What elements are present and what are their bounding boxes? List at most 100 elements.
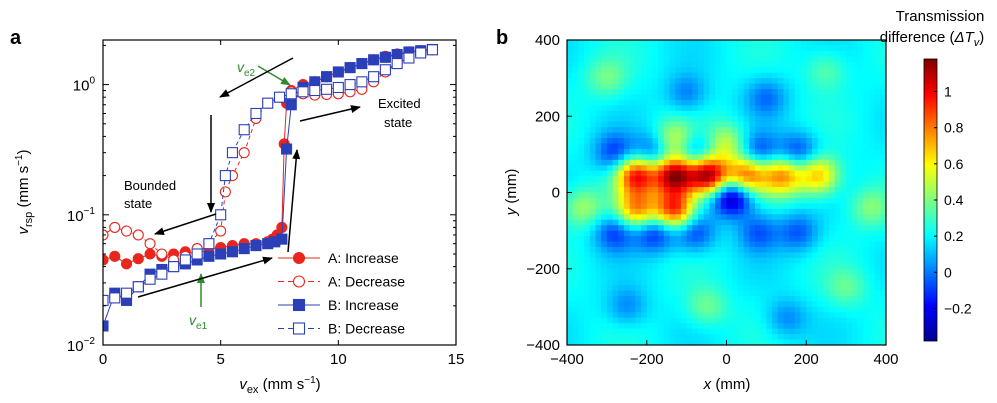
heatmap-cell [754,94,762,101]
heatmap-cell [715,323,722,330]
heatmap-cell [578,40,585,47]
heatmap-cell [612,268,619,275]
heatmap-cell [663,116,671,123]
heatmap-cell [840,241,847,248]
heatmap-cell [652,138,659,145]
heatmap-cell [863,219,870,226]
heatmap-cell [789,197,796,204]
heatmap-cell [618,181,625,188]
heatmap-cell [737,127,745,134]
heatmap-cell [646,94,654,101]
plot-b-xtick-label: 400 [873,351,898,368]
heatmap-cell [641,339,648,345]
heatmap-cell [726,301,733,308]
heatmap-cell [737,56,745,63]
heatmap-cell [606,159,614,166]
heatmap-cell [880,176,886,183]
heatmap-cell [840,301,847,308]
heatmap-cell [675,241,682,248]
heatmap-cell [726,274,733,281]
heatmap-cell [641,40,648,47]
heatmap-cell [743,230,750,237]
heatmap-cell [692,323,699,330]
heatmap-cell [646,279,654,286]
heatmap-cell [760,181,767,188]
heatmap-cell [817,323,824,330]
heatmap-cell [703,225,711,232]
heatmap-cell [732,339,739,345]
heatmap-cell [669,274,676,281]
heatmap-cell [840,72,847,79]
heatmap-cell [692,268,699,275]
heatmap-cell [829,165,836,172]
heatmap-cell [783,246,790,254]
heatmap-cell [868,61,876,68]
heatmap-cell [743,159,750,166]
heatmap-cell [760,257,767,264]
heatmap-cell [732,306,739,313]
heatmap-cell [800,203,807,210]
heatmap-cell [732,219,739,226]
heatmap-cell [817,105,824,112]
data-point [332,81,344,94]
data-point [356,76,368,88]
heatmap-cell [789,132,796,139]
heatmap-cell [720,295,728,303]
heatmap-cell [840,187,847,194]
heatmap-cell [834,257,842,264]
heatmap-cell [794,165,802,172]
heatmap-cell [857,279,864,286]
heatmap-cell [595,94,602,101]
heatmap-cell [783,89,790,96]
heatmap-cell [720,323,728,330]
heatmap-cell [794,105,802,112]
heatmap-cell [846,317,853,324]
heatmap-cell [811,306,819,313]
heatmap-cell [754,50,762,57]
heatmap-cell [880,116,886,123]
heatmap-cell [698,121,705,128]
heatmap-cell [595,197,602,204]
heatmap-cell [743,99,750,106]
heatmap-cell [629,138,636,145]
heatmap-cell [635,50,642,57]
heatmap-cell [737,176,745,183]
heatmap-cell [612,334,619,341]
heatmap-cell [641,214,648,221]
heatmap-cell [766,197,773,204]
heatmap-cell [789,230,796,237]
heatmap-cell [686,132,693,139]
heatmap-cell [880,339,886,345]
plot-b-ylabel: y (mm) [503,169,520,217]
heatmap-cell [658,181,665,188]
heatmap-cell [589,334,597,341]
heatmap-cell [686,203,693,210]
heatmap-cell [698,306,705,313]
heatmap-cell [720,78,728,85]
heatmap-cell [572,334,579,341]
heatmap-cell [652,89,659,96]
heatmap-cell [629,295,636,303]
heatmap-cell [623,301,631,308]
heatmap-cell [783,40,790,47]
heatmap-cell [663,230,671,237]
heatmap-cell [692,138,699,145]
heatmap-cell [686,116,693,123]
heatmap-cell [629,323,636,330]
heatmap-cell [658,246,665,254]
heatmap-cell [703,285,711,292]
heatmap-cell [709,285,716,292]
heatmap-cell [601,181,608,188]
heatmap-cell [698,165,705,172]
heatmap-cell [863,257,870,264]
heatmap-cell [618,121,625,128]
heatmap-cell [584,268,591,275]
heatmap-cell [709,323,716,330]
heatmap-cell [754,241,762,248]
heatmap-cell [823,154,830,161]
heatmap-cell [709,246,716,254]
heatmap-cell [732,181,739,188]
heatmap-cell [863,78,870,85]
heatmap-cell [572,241,579,248]
heatmap-cell [846,279,853,286]
